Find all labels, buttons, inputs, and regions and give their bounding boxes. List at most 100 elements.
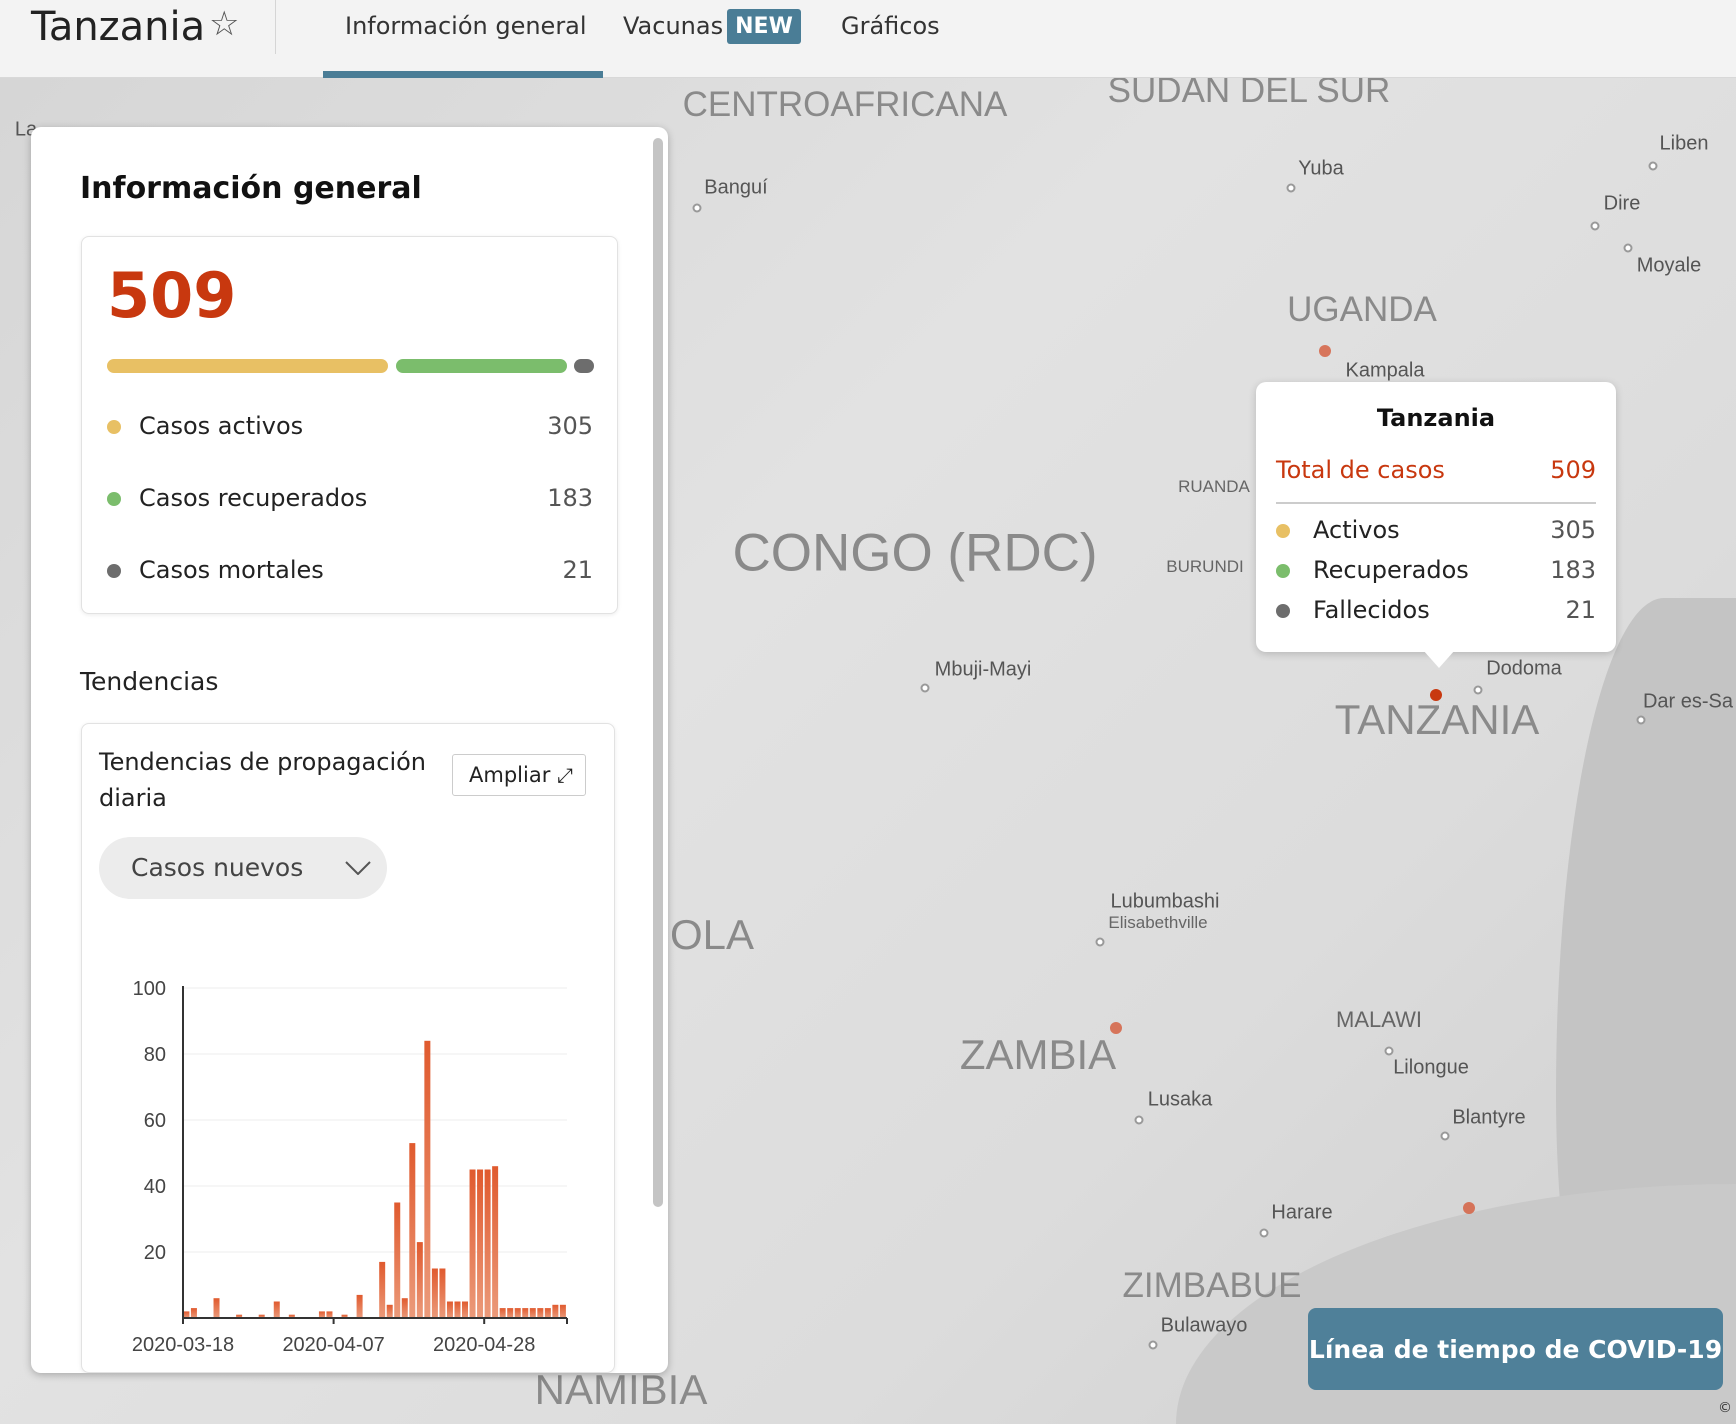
active-tab-indicator: [323, 71, 603, 78]
tooltip-row-label: Fallecidos: [1313, 596, 1430, 624]
case-marker[interactable]: [1110, 1022, 1122, 1034]
tab-informacion-general[interactable]: Información general: [345, 12, 587, 40]
map-label: UGANDA: [1287, 290, 1437, 329]
stat-value: 183: [547, 484, 593, 512]
map-label: ZAMBIA: [959, 1031, 1117, 1078]
tooltip-total-row: Total de casos 509: [1276, 456, 1596, 486]
tooltip-row: Activos 305: [1276, 516, 1596, 546]
city-marker: [1648, 161, 1658, 171]
stat-label: Casos mortales: [139, 556, 324, 584]
stat-value: 21: [562, 556, 593, 584]
recovered-progress-bar: [396, 359, 567, 373]
gray-dot-icon: [1276, 604, 1290, 618]
tooltip-total-label: Total de casos: [1276, 456, 1445, 484]
map-label: Mbuji-Mayi: [934, 658, 1032, 681]
map-label: Moyale: [1636, 254, 1702, 277]
stat-row-recovered: Casos recuperados 183: [82, 484, 617, 514]
tab-vacunas[interactable]: Vacunas: [623, 12, 724, 40]
map-label: Banguí: [704, 176, 768, 199]
tooltip-row-label: Recuperados: [1313, 556, 1469, 584]
yellow-dot-icon: [1276, 524, 1290, 538]
active-progress-bar: [107, 359, 388, 373]
trend-title: Tendencias de propagación diaria: [99, 744, 426, 816]
map-label: BURUNDI: [1166, 557, 1244, 576]
tooltip-title: Tanzania: [1376, 404, 1496, 432]
total-cases: 509: [107, 259, 237, 332]
stats-card: 509 Casos activos 305 Casos recuperados …: [81, 236, 618, 614]
map-label: CONGO (RDC): [732, 523, 1098, 583]
city-marker: [1590, 221, 1600, 231]
tooltip-total-value: 509: [1550, 456, 1596, 484]
map-label: Blantyre: [1452, 1106, 1526, 1129]
country-tooltip: Tanzania Total de casos 509 Activos 305 …: [1256, 382, 1616, 668]
case-marker[interactable]: [1463, 1202, 1475, 1214]
expand-button[interactable]: Ampliar ⤢: [452, 754, 586, 796]
map-label: Yuba: [1298, 157, 1344, 180]
info-panel: Información general 509 Casos activos 30…: [31, 127, 668, 1373]
tab-graficos[interactable]: Gráficos: [841, 12, 940, 40]
dropdown-value: Casos nuevos: [131, 853, 304, 882]
city-marker: [1623, 243, 1633, 253]
city-marker: [1259, 1228, 1269, 1238]
section-heading: Información general: [80, 171, 422, 206]
scrollbar[interactable]: [653, 138, 663, 1207]
city-marker: [1134, 1115, 1144, 1125]
map-label: Dire: [1603, 192, 1641, 215]
green-dot-icon: [107, 492, 121, 506]
case-marker[interactable]: [1319, 345, 1331, 357]
map-label: Dodoma: [1486, 657, 1562, 680]
covid-timeline-button[interactable]: Línea de tiempo de COVID-19: [1308, 1308, 1723, 1390]
stat-row-deaths: Casos mortales 21: [82, 556, 617, 586]
map-label: Liben: [1659, 132, 1709, 155]
map-label: Bulawayo: [1160, 1314, 1248, 1337]
map-label: CENTROAFRICANA: [682, 85, 1008, 124]
trend-title-line: Tendencias de propagación: [99, 748, 426, 776]
trends-heading: Tendencias: [80, 667, 219, 696]
tooltip-row-label: Activos: [1313, 516, 1400, 544]
map-label: RUANDA: [1178, 477, 1250, 496]
map-label: Harare: [1271, 1201, 1333, 1224]
copyright: ©: [1718, 1400, 1732, 1416]
map-label: Lubumbashi: [1110, 890, 1220, 913]
city-marker: [1384, 1046, 1394, 1056]
map-label: OLA: [669, 911, 755, 958]
map-label: NAMIBIA: [534, 1366, 708, 1413]
map-label: Lusaka: [1147, 1088, 1213, 1111]
trend-card: Tendencias de propagación diaria Ampliar…: [81, 723, 615, 1373]
city-marker: [692, 203, 702, 213]
star-icon[interactable]: ☆: [209, 4, 240, 44]
chevron-down-icon: [345, 861, 371, 875]
map-label: MALAWI: [1336, 1007, 1422, 1032]
map-label: Kampala: [1345, 359, 1425, 382]
stat-label: Casos recuperados: [139, 484, 368, 512]
divider: [275, 0, 276, 54]
expand-label: Ampliar: [469, 763, 551, 787]
tooltip-row-value: 183: [1550, 556, 1596, 584]
city-marker: [1440, 1131, 1450, 1141]
city-marker: [1095, 937, 1105, 947]
trend-title-line: diaria: [99, 784, 167, 812]
tanzania-case-marker[interactable]: [1430, 689, 1442, 701]
city-marker: [1473, 685, 1483, 695]
map-label: TANZANIA: [1334, 696, 1540, 743]
tooltip-row: Recuperados 183: [1276, 556, 1596, 586]
metric-dropdown[interactable]: Casos nuevos: [99, 837, 387, 899]
yellow-dot-icon: [107, 420, 121, 434]
stat-label: Casos activos: [139, 412, 304, 440]
divider: [1276, 502, 1596, 504]
tooltip-row-value: 21: [1565, 596, 1596, 624]
map-label: Lilongue: [1393, 1056, 1469, 1079]
stat-value: 305: [547, 412, 593, 440]
new-badge: NEW: [727, 9, 801, 44]
header: Tanzania ☆ Información general Vacunas N…: [0, 0, 1736, 78]
tooltip-row: Fallecidos 21: [1276, 596, 1596, 626]
map-label: Elisabethville: [1108, 913, 1208, 932]
green-dot-icon: [1276, 564, 1290, 578]
deaths-progress-bar: [574, 359, 594, 373]
map-label: ZIMBABUE: [1122, 1266, 1302, 1305]
gray-dot-icon: [107, 564, 121, 578]
country-title: Tanzania: [31, 4, 206, 50]
expand-icon: ⤢: [557, 763, 574, 787]
city-marker: [1636, 715, 1646, 725]
tooltip-row-value: 305: [1550, 516, 1596, 544]
